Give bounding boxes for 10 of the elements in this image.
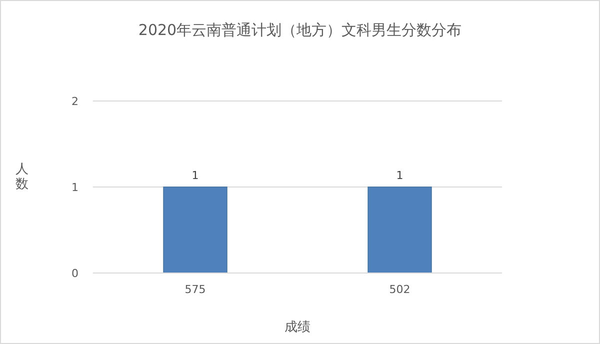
y-axis-title: 人数 [16, 162, 28, 192]
x-tick-label: 502 [389, 283, 410, 296]
data-label: 1 [396, 169, 404, 182]
y-tick-label: 1 [72, 181, 78, 194]
chart-title: 2020年云南普通计划（地方）文科男生分数分布 [138, 21, 462, 39]
x-tick-label: 575 [184, 283, 206, 296]
x-axis-title: 成绩 [284, 320, 310, 335]
y-tick-label: 2 [72, 95, 78, 108]
data-label: 1 [192, 169, 199, 182]
y-tick-label: 0 [72, 267, 78, 280]
